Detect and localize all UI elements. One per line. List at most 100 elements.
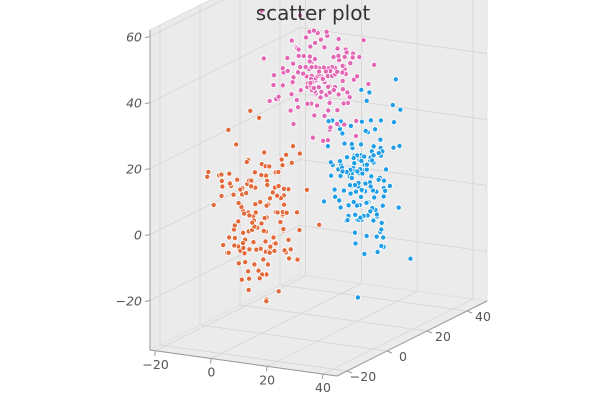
data-point-series-2 [297, 12, 304, 19]
data-point-series-2 [288, 91, 295, 98]
data-point-series-1 [253, 246, 260, 253]
y-tick-label: −20 [350, 369, 376, 384]
data-point-series-1 [280, 185, 287, 192]
data-point-series-1 [258, 172, 265, 179]
data-point-series-1 [241, 210, 248, 217]
data-point-series-2 [339, 69, 346, 76]
data-point-series-2 [295, 69, 302, 76]
data-point-series-1 [263, 202, 270, 209]
data-point-series-1 [281, 201, 288, 208]
data-point-series-3 [370, 217, 377, 224]
data-point-series-2 [356, 54, 363, 61]
data-point-series-1 [256, 114, 263, 121]
data-point-series-3 [320, 198, 327, 205]
y-tick-mark [346, 370, 353, 374]
data-point-series-1 [255, 267, 262, 274]
data-point-series-2 [295, 52, 302, 59]
data-point-series-2 [308, 64, 315, 71]
data-point-series-3 [352, 188, 359, 195]
data-point-series-1 [205, 168, 212, 175]
data-point-series-2 [289, 79, 296, 86]
data-point-series-3 [373, 211, 380, 218]
grid-lines [144, 0, 488, 380]
data-point-series-2 [334, 68, 341, 75]
data-point-series-1 [243, 159, 250, 166]
data-point-series-1 [283, 209, 290, 216]
data-point-series-3 [375, 176, 382, 183]
data-point-series-3 [390, 119, 397, 126]
data-point-series-1 [286, 255, 293, 262]
data-point-series-1 [204, 173, 211, 180]
data-point-series-2 [347, 60, 354, 67]
data-point-series-3 [348, 140, 355, 147]
data-point-series-2 [310, 85, 317, 92]
data-point-series-1 [281, 247, 288, 254]
data-point-series-3 [386, 182, 393, 189]
z-tick-label: 40 [126, 96, 142, 111]
data-point-series-1 [235, 200, 242, 207]
data-point-series-3 [407, 255, 414, 262]
data-point-series-1 [287, 246, 294, 253]
data-point-series-3 [378, 219, 385, 226]
data-point-series-2 [319, 75, 326, 82]
x-tick-mark [154, 350, 157, 356]
data-point-series-3 [362, 180, 369, 187]
data-point-series-3 [397, 106, 404, 113]
data-point-series-2 [341, 121, 348, 128]
data-point-series-1 [218, 177, 225, 184]
z-grid-back [299, 27, 488, 54]
data-point-series-3 [377, 136, 384, 143]
data-point-series-1 [231, 234, 238, 241]
data-point-series-2 [339, 86, 346, 93]
data-point-series-1 [235, 260, 242, 267]
data-point-series-3 [367, 183, 374, 190]
data-point-series-2 [334, 45, 341, 52]
data-point-series-1 [252, 209, 259, 216]
data-point-series-2 [340, 100, 347, 107]
data-point-series-3 [345, 202, 352, 209]
data-point-series-1 [246, 212, 253, 219]
data-point-series-2 [314, 102, 321, 109]
x-tick-label: 40 [315, 380, 331, 395]
data-point-series-1 [219, 183, 226, 190]
y-grid-floor [159, 344, 348, 372]
data-point-series-2 [306, 58, 313, 65]
z-grid-left [149, 93, 301, 169]
data-point-series-2 [322, 68, 329, 75]
data-point-series-3 [368, 157, 375, 164]
data-point-series-1 [262, 238, 269, 245]
y-axis-line [336, 300, 488, 377]
data-point-series-2 [325, 83, 332, 90]
y-tick-label: 0 [399, 349, 407, 364]
data-point-series-3 [343, 154, 350, 161]
data-point-series-3 [351, 229, 358, 236]
data-point-series-1 [280, 226, 287, 233]
data-point-series-2 [260, 55, 267, 62]
data-point-series-1 [249, 219, 256, 226]
data-point-series-2 [354, 73, 361, 80]
data-point-series-2 [335, 52, 342, 59]
data-point-series-3 [372, 126, 379, 133]
data-point-series-2 [290, 60, 297, 67]
data-point-series-1 [274, 209, 281, 216]
data-point-series-2 [339, 77, 346, 84]
data-point-series-3 [380, 234, 387, 241]
data-point-series-3 [331, 186, 338, 193]
data-point-series-3 [375, 150, 382, 157]
data-point-series-1 [316, 221, 323, 228]
data-point-series-3 [328, 172, 335, 179]
data-point-series-3 [363, 161, 370, 168]
data-point-series-1 [246, 246, 253, 253]
data-point-series-3 [358, 157, 365, 164]
data-point-series-2 [311, 112, 318, 119]
data-point-series-2 [288, 37, 295, 44]
data-point-series-1 [251, 169, 258, 176]
data-point-series-2 [310, 27, 317, 34]
data-point-series-3 [382, 166, 389, 173]
data-point-series-1 [275, 288, 282, 295]
data-point-series-2 [284, 55, 291, 62]
y-grid-floor [279, 284, 468, 312]
data-point-series-1 [274, 192, 281, 199]
y-tick-mark [426, 330, 433, 334]
